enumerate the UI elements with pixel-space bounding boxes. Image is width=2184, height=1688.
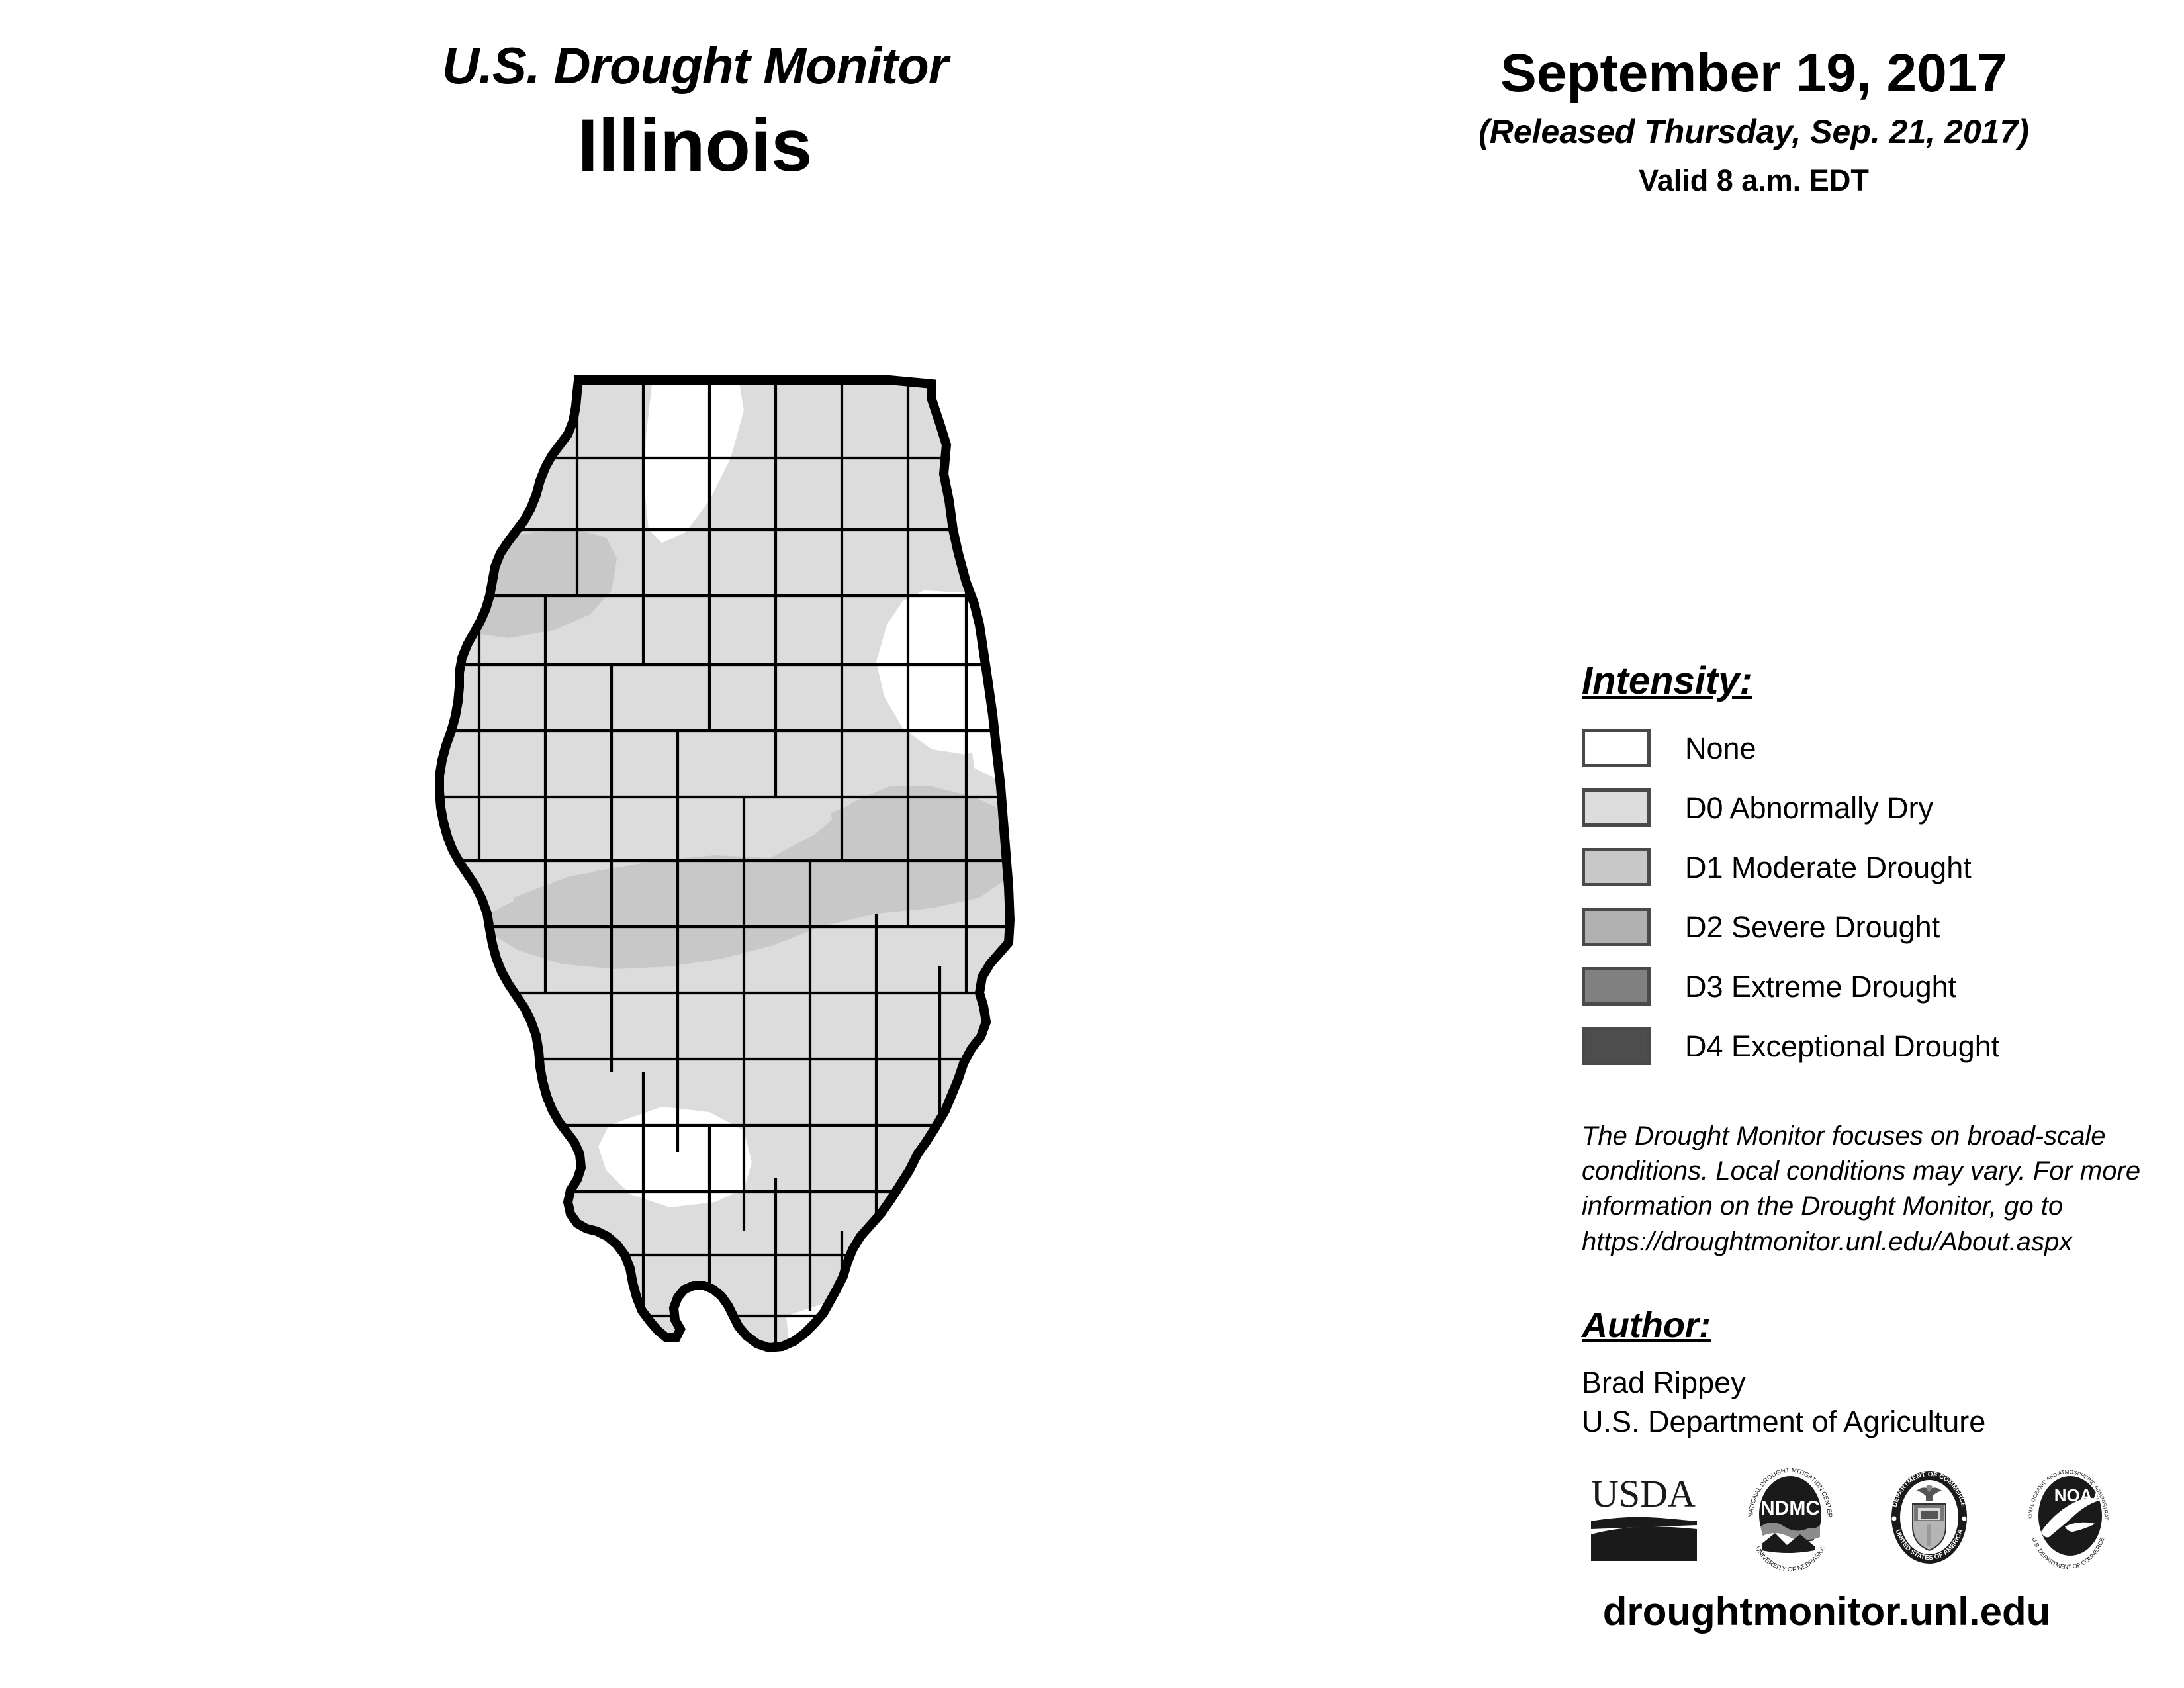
author-heading: Author: xyxy=(1582,1305,1711,1345)
author-block: Author: Brad Rippey U.S. Department of A… xyxy=(1582,1307,2177,1442)
region-d1-southwest xyxy=(524,1234,625,1335)
region-none-north-central xyxy=(645,380,744,543)
author-name: Brad Rippey xyxy=(1582,1366,1746,1399)
valid-time: Valid 8 a.m. EDT xyxy=(1639,164,1869,197)
legend-label-d4: D4 Exceptional Drought xyxy=(1685,1029,2000,1063)
illinois-drought-map xyxy=(397,331,1257,1642)
region-d1-core-east xyxy=(831,789,1009,882)
legend-row-d3: D3 Extreme Drought xyxy=(1582,962,2085,1010)
legend-swatch-none xyxy=(1582,729,1651,767)
doc-seal-logo: DEPARTMENT OF COMMERCE UNITED STATES OF … xyxy=(1880,1463,1979,1575)
state-title: Illinois xyxy=(577,104,813,187)
svg-text:NOAA: NOAA xyxy=(2054,1485,2105,1505)
legend-label-d3: D3 Extreme Drought xyxy=(1685,969,1957,1004)
legend-label-d1: D1 Moderate Drought xyxy=(1685,850,1972,884)
release-date: (Released Thursday, Sep. 21, 2017) xyxy=(1479,113,2029,150)
author-affiliation: U.S. Department of Agriculture xyxy=(1582,1405,1986,1439)
svg-text:USDA: USDA xyxy=(1591,1472,1696,1515)
legend-swatch-d2 xyxy=(1582,908,1651,946)
map-svg xyxy=(397,331,1257,1642)
footer-url[interactable]: droughtmonitor.unl.edu xyxy=(1602,1589,2051,1634)
legend-row-d4: D4 Exceptional Drought xyxy=(1582,1022,2085,1070)
partner-logos: USDA NDMC NATIONAL DROUGHT MITIGATION CE… xyxy=(1588,1458,2118,1579)
legend-title: Intensity: xyxy=(1582,659,1752,702)
usda-logo: USDA xyxy=(1588,1468,1701,1571)
legend-row-d1: D1 Moderate Drought xyxy=(1582,843,2085,891)
ndmc-logo: NDMC NATIONAL DROUGHT MITIGATION CENTER … xyxy=(1741,1463,1840,1575)
legend-label-d0: D0 Abnormally Dry xyxy=(1685,790,1934,825)
legend-label-none: None xyxy=(1685,731,1756,765)
legend-swatch-d3 xyxy=(1582,967,1651,1006)
legend-row-d0: D0 Abnormally Dry xyxy=(1582,784,2085,831)
legend-swatch-d4 xyxy=(1582,1027,1651,1065)
noaa-logo: NOAA NATIONAL OCEANIC AND ATMOSPHERIC AD… xyxy=(2017,1458,2118,1575)
svg-text:NDMC: NDMC xyxy=(1760,1497,1820,1519)
legend-row-none: None xyxy=(1582,724,2085,772)
legend-swatch-d0 xyxy=(1582,788,1651,827)
legend-row-d2: D2 Severe Drought xyxy=(1582,903,2085,951)
region-none-west-central xyxy=(598,1107,752,1207)
disclaimer-text: The Drought Monitor focuses on broad-sca… xyxy=(1582,1121,2141,1256)
title-block: U.S. Drought Monitor Illinois xyxy=(265,40,1125,189)
legend-label-d2: D2 Severe Drought xyxy=(1685,910,1940,944)
legend-swatch-d1 xyxy=(1582,848,1651,886)
program-title: U.S. Drought Monitor xyxy=(441,36,948,95)
intensity-legend: Intensity: None D0 Abnormally Dry D1 Mod… xyxy=(1582,662,2085,1082)
valid-date: September 19, 2017 xyxy=(1500,43,2007,103)
date-block: September 19, 2017 (Released Thursday, S… xyxy=(1390,43,2118,197)
